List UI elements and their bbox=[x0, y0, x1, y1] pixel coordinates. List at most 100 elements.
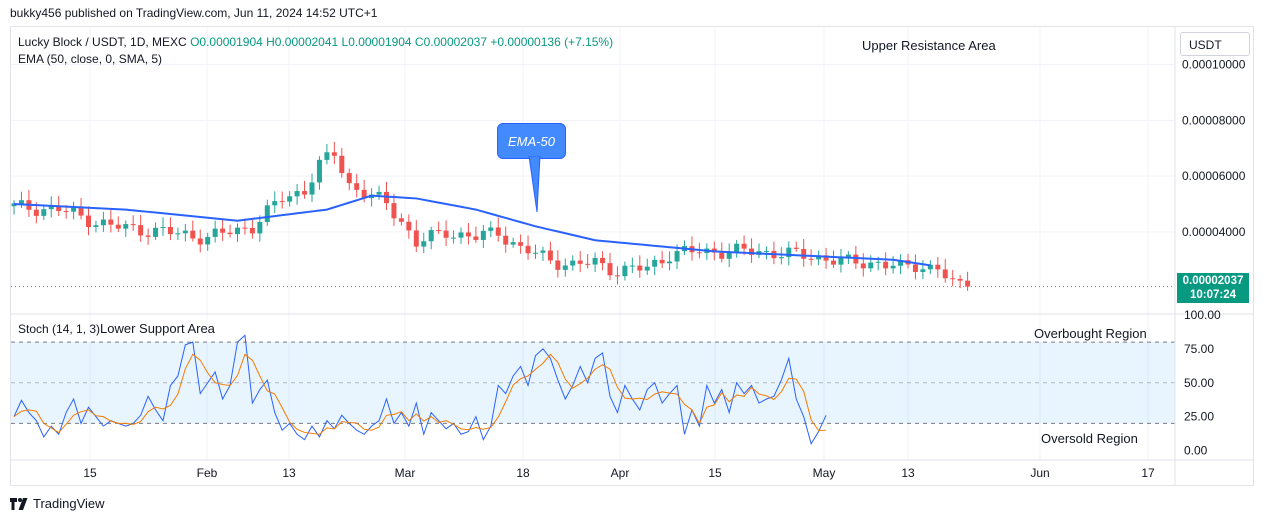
candle-body bbox=[376, 191, 382, 195]
stoch-d-line bbox=[13, 353, 827, 435]
candle-body bbox=[629, 265, 635, 267]
candle-body bbox=[71, 208, 77, 212]
candle-body bbox=[287, 196, 293, 202]
candle-body bbox=[786, 247, 792, 258]
candle-body bbox=[108, 219, 114, 225]
candle-body bbox=[547, 250, 553, 261]
candle-body bbox=[741, 243, 747, 249]
candle-body bbox=[235, 227, 240, 235]
candle-body bbox=[823, 255, 829, 261]
candle-body bbox=[652, 259, 658, 267]
candle-body bbox=[220, 228, 226, 233]
candle-body bbox=[279, 201, 285, 203]
candle-body bbox=[257, 221, 263, 234]
ema-callout: EMA-50 bbox=[497, 123, 566, 159]
ema-legend: EMA (50, close, 0, SMA, 5) bbox=[18, 52, 163, 66]
candle-body bbox=[346, 173, 352, 184]
candle-body bbox=[540, 250, 546, 253]
candle-body bbox=[428, 230, 434, 242]
candle-body bbox=[637, 265, 643, 271]
candle-body bbox=[465, 232, 471, 237]
candle-body bbox=[443, 230, 449, 238]
candle-body bbox=[696, 252, 702, 254]
stoch-band bbox=[11, 341, 1175, 424]
currency-selector[interactable]: USDT bbox=[1180, 32, 1250, 56]
candle-body bbox=[197, 238, 203, 245]
candle-body bbox=[585, 263, 591, 265]
candle-body bbox=[808, 258, 814, 260]
candle-body bbox=[93, 225, 99, 228]
candle-body bbox=[883, 261, 889, 269]
time-tick-label: Apr bbox=[611, 466, 630, 480]
candle-body bbox=[309, 182, 315, 195]
ema50-line bbox=[13, 194, 931, 267]
time-tick-label: 18 bbox=[516, 466, 530, 480]
candle-body bbox=[957, 278, 963, 281]
candle-body bbox=[868, 262, 874, 269]
candle-body bbox=[607, 263, 613, 276]
candle-body bbox=[123, 224, 129, 229]
candle-body bbox=[242, 227, 248, 229]
time-tick-label: Mar bbox=[395, 466, 416, 480]
candle-body bbox=[48, 205, 54, 210]
candle-body bbox=[577, 260, 583, 264]
last-price-value: 0.00002037 bbox=[1182, 275, 1244, 287]
candle-body bbox=[294, 191, 300, 197]
symbol-legend: Lucky Block / USDT, 1D, MEXC O0.00001904… bbox=[18, 35, 613, 49]
candle-body bbox=[182, 230, 188, 234]
candle-body bbox=[860, 263, 866, 269]
candle-body bbox=[212, 228, 218, 237]
stoch-legend: Stoch (14, 1, 3) bbox=[18, 322, 101, 336]
candle-body bbox=[726, 252, 732, 259]
candle-body bbox=[912, 264, 918, 272]
candle-body bbox=[875, 261, 881, 263]
chart-frame bbox=[10, 26, 1254, 486]
candle-body bbox=[644, 266, 650, 271]
candle-body bbox=[324, 152, 330, 160]
stoch-tick-label: 75.00 bbox=[1184, 342, 1214, 356]
price-tick-label: 0.00004000 bbox=[1182, 225, 1246, 239]
oversold-label: Oversold Region bbox=[1041, 431, 1138, 446]
candle-body bbox=[63, 210, 69, 212]
candle-body bbox=[175, 233, 181, 235]
candle-body bbox=[659, 259, 665, 264]
time-tick-label: 15 bbox=[83, 466, 97, 480]
time-tick-label: Feb bbox=[197, 466, 218, 480]
candle-body bbox=[555, 260, 561, 270]
footer-brand[interactable]: TradingView bbox=[10, 496, 105, 511]
candle-body bbox=[249, 228, 255, 234]
candle-body bbox=[965, 280, 971, 287]
candle-body bbox=[600, 257, 606, 264]
ema-callout-pointer bbox=[528, 156, 541, 213]
candle-body bbox=[614, 275, 620, 277]
footer-brand-label: TradingView bbox=[33, 496, 105, 511]
candle-body bbox=[801, 248, 807, 259]
candle-body bbox=[100, 219, 106, 226]
candle-body bbox=[480, 230, 486, 240]
candle-body bbox=[495, 227, 501, 236]
candle-body bbox=[316, 159, 322, 183]
candle-body bbox=[436, 230, 442, 232]
candle-body bbox=[838, 257, 844, 265]
candle-body bbox=[763, 250, 769, 252]
candle-body bbox=[816, 255, 822, 260]
candle-body bbox=[145, 235, 151, 237]
candle-body bbox=[167, 227, 173, 235]
candle-body bbox=[56, 205, 62, 211]
candle-body bbox=[778, 257, 784, 259]
candle-body bbox=[510, 242, 516, 245]
candle-body bbox=[41, 209, 47, 216]
candle-body bbox=[302, 191, 308, 195]
candle-body bbox=[562, 265, 568, 270]
candle-body bbox=[927, 264, 933, 270]
candle-body bbox=[115, 224, 121, 229]
candle-body bbox=[354, 183, 360, 190]
candle-body bbox=[451, 237, 457, 239]
time-tick-label: 17 bbox=[1141, 466, 1155, 480]
stoch-tick-label: 25.00 bbox=[1184, 410, 1214, 424]
time-tick-label: Jun bbox=[1030, 466, 1049, 480]
upper-resistance-label: Upper Resistance Area bbox=[862, 38, 996, 53]
candle-body bbox=[264, 205, 270, 222]
candle-body bbox=[518, 242, 524, 246]
